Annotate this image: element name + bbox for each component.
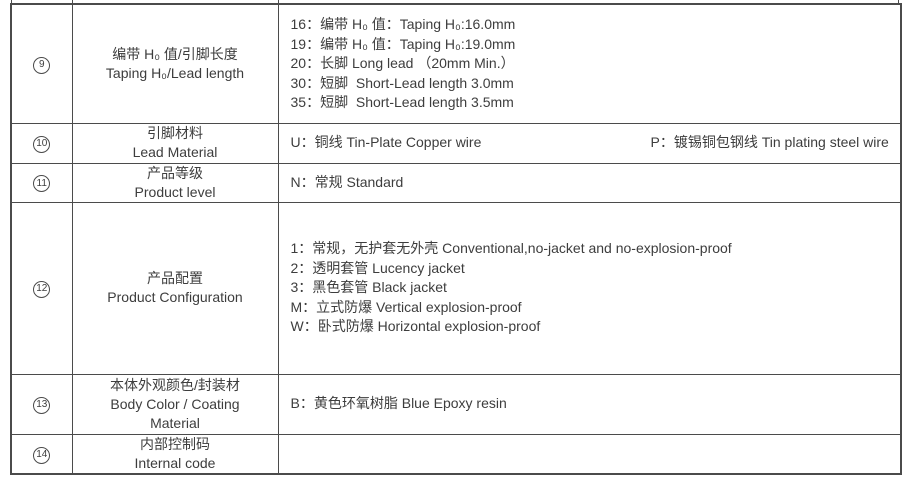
- option-line: U：铜线 Tin-Plate Copper wire: [290, 134, 482, 151]
- dual-option-row: U：铜线 Tin-Plate Copper wire P：镀锡铜包钢线 Tin …: [291, 133, 901, 153]
- row-label-cell: 产品等级 Product level: [71, 162, 279, 203]
- label-line-en: Body Color / Coating: [110, 395, 240, 412]
- row-options-cell: [277, 433, 902, 475]
- row-number-cell: 10: [10, 122, 73, 164]
- option-line: 30：短脚 Short-Lead length 3.0mm: [290, 74, 514, 91]
- option-line: 20：长脚 Long lead （20mm Min.）: [290, 55, 515, 71]
- table-row-internal-code: 14 内部控制码 Internal code: [10, 433, 902, 475]
- label-line-en: Lead Material: [132, 144, 218, 160]
- option-line: 2：透明套管 Lucency jacket: [290, 259, 465, 276]
- label-line-zh: 产品等级: [147, 164, 203, 181]
- label-line-zh: 内部控制码: [140, 435, 210, 452]
- label-line-zh: 引脚材料: [147, 125, 203, 141]
- label-line-zh: 编带 H₀ 值/引脚长度: [112, 45, 238, 62]
- ordering-code-table-wrap: 9 编带 H₀ 值/引脚长度 Taping H₀/Lead length 16：…: [10, 0, 902, 475]
- row-number-badge: 11: [33, 175, 51, 193]
- grid-line-stub: [278, 0, 279, 4]
- label-line-zh: 本体外观颜色/封装材: [110, 376, 240, 393]
- label-line-en: Product Configuration: [107, 289, 243, 305]
- option-line: W：卧式防爆 Horizontal explosion-proof: [290, 318, 541, 335]
- option-line: 19：编带 H₀ 值：Taping H₀:19.0mm: [290, 35, 516, 52]
- row-options-cell: B：黄色环氧树脂 Blue Epoxy resin: [277, 373, 902, 435]
- option-line: M：立式防爆 Vertical explosion-proof: [290, 298, 522, 315]
- row-label-cell: 引脚材料 Lead Material: [71, 122, 279, 164]
- row-number-cell: 12: [10, 201, 73, 375]
- label-line-en: Internal code: [134, 454, 216, 471]
- table-row-product-configuration: 12 产品配置 Product Configuration 1：常规，无护套无外…: [10, 201, 902, 375]
- option-line: 1：常规，无护套无外壳 Conventional,no-jacket and n…: [290, 240, 732, 257]
- row-number-cell: 9: [10, 3, 73, 124]
- table-row-taping-lead-length: 9 编带 H₀ 值/引脚长度 Taping H₀/Lead length 16：…: [10, 3, 902, 124]
- empty-option-area: [291, 449, 901, 459]
- grid-line-stub: [72, 0, 73, 4]
- row-number-cell: 13: [10, 373, 73, 435]
- row-label-cell: 本体外观颜色/封装材 Body Color / Coating Material: [71, 373, 279, 435]
- ordering-code-table: 9 编带 H₀ 值/引脚长度 Taping H₀/Lead length 16：…: [10, 3, 902, 475]
- label-line-en: Material: [150, 414, 200, 431]
- row-label-cell: 内部控制码 Internal code: [71, 433, 279, 475]
- option-line: B：黄色环氧树脂 Blue Epoxy resin: [290, 395, 507, 412]
- row-number-badge: 9: [33, 56, 51, 74]
- option-line: P：镀锡铜包钢线 Tin plating steel wire: [650, 134, 889, 151]
- row-options-cell: N：常规 Standard: [277, 162, 902, 203]
- option-line: N：常规 Standard: [290, 173, 404, 190]
- row-options-cell: 16：编带 H₀ 值：Taping H₀:16.0mm 19：编带 H₀ 值：T…: [277, 3, 902, 124]
- label-line-en: Taping H₀/Lead length: [105, 64, 245, 81]
- row-options-cell: U：铜线 Tin-Plate Copper wire P：镀锡铜包钢线 Tin …: [277, 122, 902, 164]
- grid-line-stub: [898, 0, 899, 4]
- row-number-badge: 12: [33, 280, 51, 298]
- row-number-cell: 11: [10, 162, 73, 203]
- row-options-cell: 1：常规，无护套无外壳 Conventional,no-jacket and n…: [277, 201, 902, 375]
- row-number-badge: 14: [33, 446, 51, 464]
- row-number-badge: 10: [33, 135, 51, 153]
- option-line: 16：编带 H₀ 值：Taping H₀:16.0mm: [290, 16, 516, 32]
- row-label-cell: 产品配置 Product Configuration: [71, 201, 279, 375]
- row-number-cell: 14: [10, 433, 73, 475]
- row-label-cell: 编带 H₀ 值/引脚长度 Taping H₀/Lead length: [71, 3, 279, 124]
- grid-line-stub: [11, 0, 12, 4]
- option-line: 3：黑色套管 Black jacket: [290, 279, 447, 296]
- row-number-badge: 13: [33, 396, 51, 414]
- table-row-lead-material: 10 引脚材料 Lead Material U：铜线 Tin-Plate Cop…: [10, 122, 902, 164]
- label-line-en: Product level: [134, 183, 216, 200]
- option-line: 35：短脚 Short-Lead length 3.5mm: [290, 94, 514, 110]
- table-row-body-color-coating: 13 本体外观颜色/封装材 Body Color / Coating Mater…: [10, 373, 902, 435]
- label-line-zh: 产品配置: [147, 270, 203, 286]
- table-row-product-level: 11 产品等级 Product level N：常规 Standard: [10, 162, 902, 203]
